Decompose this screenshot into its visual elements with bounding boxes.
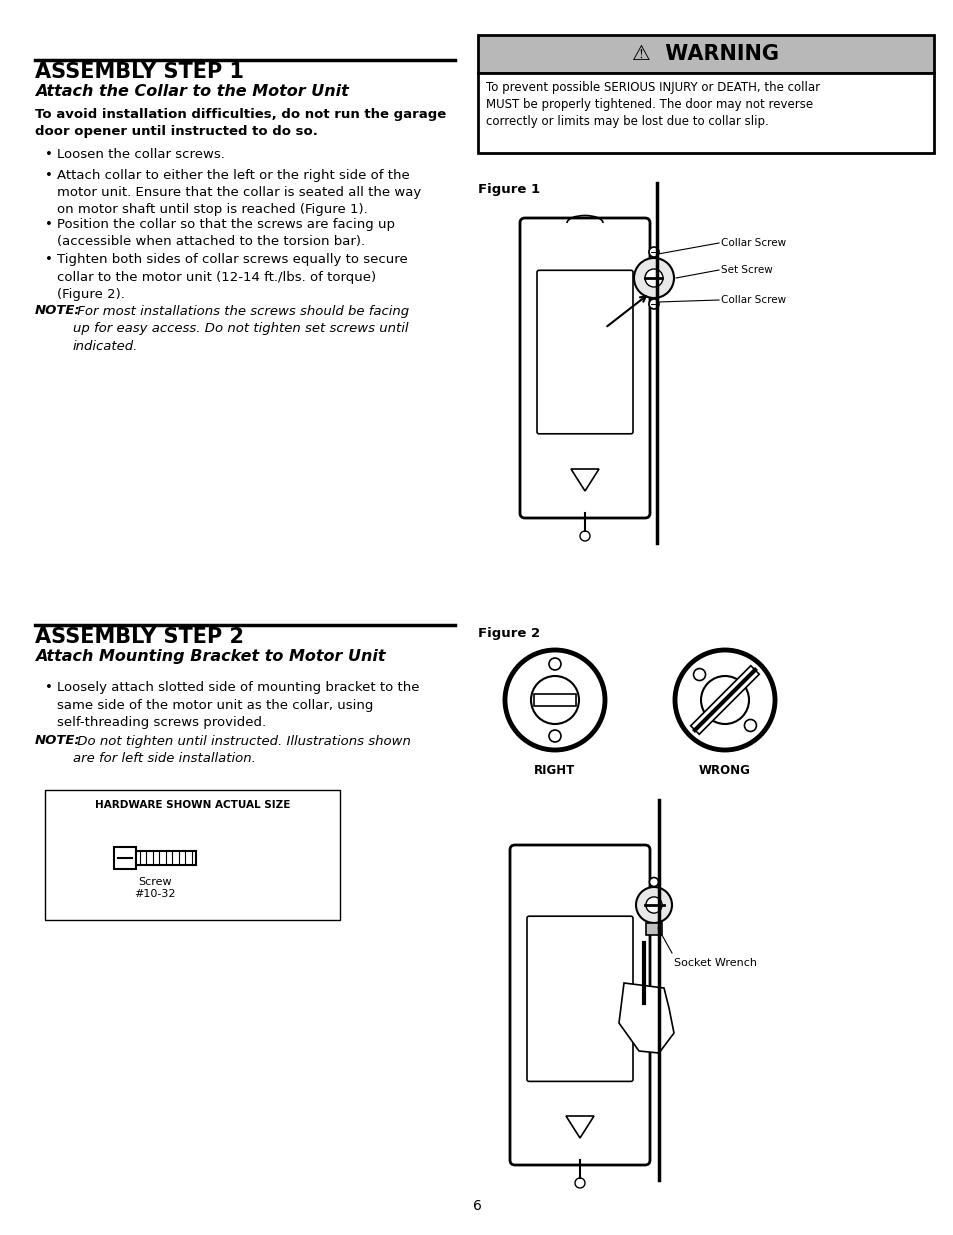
Text: Do not tighten until instructed. Illustrations shown
are for left side installat: Do not tighten until instructed. Illustr… (73, 735, 411, 764)
Text: •: • (45, 253, 52, 266)
Circle shape (548, 658, 560, 671)
Text: Figure 2: Figure 2 (477, 627, 539, 640)
Polygon shape (571, 469, 598, 492)
Text: Collar Screw: Collar Screw (720, 238, 785, 248)
Text: ⚠  WARNING: ⚠ WARNING (632, 44, 779, 64)
Text: Loosely attach slotted side of mounting bracket to the
same side of the motor un: Loosely attach slotted side of mounting … (57, 680, 419, 729)
Text: Set Screw: Set Screw (720, 266, 772, 275)
Text: Attach Mounting Bracket to Motor Unit: Attach Mounting Bracket to Motor Unit (35, 650, 385, 664)
Circle shape (743, 720, 756, 731)
Text: ASSEMBLY STEP 2: ASSEMBLY STEP 2 (35, 627, 244, 647)
Text: •: • (45, 148, 52, 161)
Text: Figure 1: Figure 1 (477, 183, 539, 196)
Text: 6: 6 (472, 1199, 481, 1213)
Circle shape (693, 668, 705, 680)
Circle shape (548, 730, 560, 742)
Text: Attach the Collar to the Motor Unit: Attach the Collar to the Motor Unit (35, 84, 349, 99)
Circle shape (504, 650, 604, 750)
FancyBboxPatch shape (510, 845, 649, 1165)
Polygon shape (618, 983, 673, 1053)
Text: WRONG: WRONG (699, 764, 750, 777)
Text: #10-32: #10-32 (134, 889, 175, 899)
Circle shape (649, 924, 658, 932)
Circle shape (575, 1178, 584, 1188)
FancyBboxPatch shape (519, 219, 649, 517)
Text: •: • (45, 219, 52, 231)
Circle shape (649, 878, 658, 887)
FancyBboxPatch shape (537, 270, 633, 433)
Text: NOTE:: NOTE: (35, 735, 81, 747)
Circle shape (636, 887, 671, 923)
Polygon shape (565, 1116, 594, 1137)
Text: RIGHT: RIGHT (534, 764, 575, 777)
Text: Loosen the collar screws.: Loosen the collar screws. (57, 148, 225, 161)
Text: •: • (45, 680, 52, 694)
Circle shape (675, 650, 774, 750)
Text: To avoid installation difficulties, do not run the garage
door opener until inst: To avoid installation difficulties, do n… (35, 107, 446, 138)
Bar (136, 851, 195, 864)
Bar (477, 35, 933, 73)
Bar (645, 923, 661, 935)
Text: Collar Screw: Collar Screw (720, 295, 785, 305)
Bar (533, 694, 576, 706)
Circle shape (634, 258, 673, 298)
Bar (45, 790, 339, 920)
Polygon shape (690, 666, 759, 735)
Text: HARDWARE SHOWN ACTUAL SIZE: HARDWARE SHOWN ACTUAL SIZE (94, 800, 290, 810)
Circle shape (648, 299, 659, 309)
Text: For most installations the screws should be facing
up for easy access. Do not ti: For most installations the screws should… (73, 305, 409, 352)
Text: Position the collar so that the screws are facing up
(accessible when attached t: Position the collar so that the screws a… (57, 219, 395, 248)
Text: Tighten both sides of collar screws equally to secure
collar to the motor unit (: Tighten both sides of collar screws equa… (57, 253, 407, 301)
FancyBboxPatch shape (526, 916, 633, 1082)
Circle shape (579, 531, 589, 541)
Text: •: • (45, 168, 52, 182)
Circle shape (700, 676, 748, 724)
Text: ASSEMBLY STEP 1: ASSEMBLY STEP 1 (35, 62, 244, 82)
Circle shape (645, 897, 661, 913)
Text: NOTE:: NOTE: (35, 305, 81, 317)
Circle shape (531, 676, 578, 724)
Text: Screw: Screw (138, 877, 172, 887)
Text: To prevent possible SERIOUS INJURY or DEATH, the collar
MUST be properly tighten: To prevent possible SERIOUS INJURY or DE… (485, 82, 820, 128)
Text: Socket Wrench: Socket Wrench (673, 958, 757, 968)
Text: Attach collar to either the left or the right side of the
motor unit. Ensure tha: Attach collar to either the left or the … (57, 168, 421, 216)
Bar (113, 847, 136, 869)
Circle shape (648, 247, 659, 257)
Bar (477, 73, 933, 153)
Circle shape (644, 269, 662, 287)
